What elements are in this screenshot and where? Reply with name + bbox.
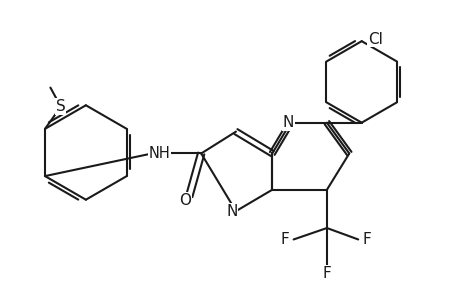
Text: F: F <box>322 266 330 281</box>
Text: F: F <box>280 232 288 247</box>
Text: N: N <box>282 115 293 130</box>
Text: NH: NH <box>148 146 170 161</box>
Text: O: O <box>179 193 191 208</box>
Text: N: N <box>226 204 237 219</box>
Text: S: S <box>56 99 66 114</box>
Text: F: F <box>362 232 371 247</box>
Text: Cl: Cl <box>367 32 382 47</box>
